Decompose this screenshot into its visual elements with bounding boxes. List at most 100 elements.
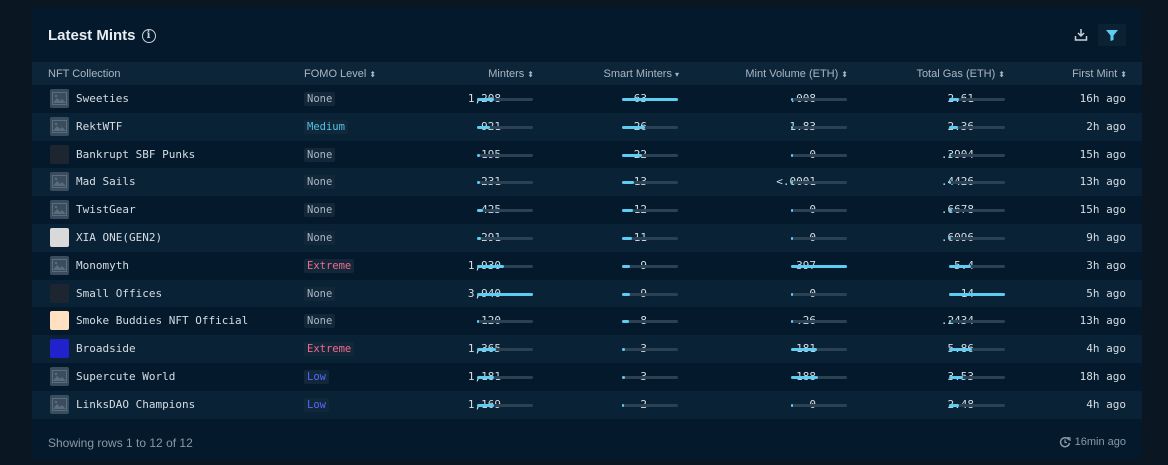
download-button[interactable] [1074, 28, 1088, 42]
smart-bar-fill [622, 264, 630, 268]
table-row[interactable]: Smoke Buddies NFT OfficialNone1208.26.24… [32, 307, 1142, 335]
fomo-badge: Extreme [304, 258, 355, 273]
fomo-badge: Low [304, 397, 329, 412]
fomo-badge: None [304, 175, 336, 190]
smart-bar [622, 292, 678, 296]
minters-bar-fill [477, 237, 482, 240]
collection-thumbnail [50, 228, 69, 247]
volume-bar [791, 292, 847, 296]
smart-bar [622, 98, 678, 101]
pagination-text: Showing rows 1 to 12 of 12 [48, 436, 193, 450]
fomo-badge: Extreme [304, 342, 355, 357]
gas-bar [949, 209, 1005, 213]
column-header-mint-volume[interactable]: Mint Volume (ETH) ⬍ [745, 68, 848, 80]
column-header-fomo[interactable]: FOMO Level ⬍ [304, 68, 376, 80]
table-row[interactable]: Mad SailsNone23113<.0001.442613h ago [32, 168, 1142, 197]
collection-name[interactable]: TwistGear [76, 203, 136, 217]
gas-bar [949, 181, 1005, 185]
gas-bar [949, 376, 1005, 379]
collection-name[interactable]: LinksDAO Champions [76, 397, 196, 411]
collection-name[interactable]: Bankrupt SBF Punks [76, 147, 196, 161]
smart-bar-fill [622, 181, 634, 185]
table-row[interactable]: LinksDAO ChampionsLow1,169202.484h ago [32, 390, 1142, 419]
collection-name[interactable]: Sweeties [76, 92, 129, 105]
first-mint-time: 18h ago [1079, 370, 1126, 383]
volume-bar-fill [791, 320, 793, 324]
volume-bar-fill [791, 348, 817, 352]
collection-name[interactable]: Broadside [76, 342, 136, 356]
collection-name[interactable]: XIA ONE(GEN2) [76, 231, 163, 244]
gas-bar [949, 403, 1005, 407]
column-header-first-mint[interactable]: First Mint ⬍ [1072, 68, 1127, 80]
volume-bar-fill [791, 181, 793, 185]
collection-name[interactable]: Mad Sails [76, 175, 136, 189]
smart-bar [622, 264, 678, 268]
table-row[interactable]: Small OfficesNone3,94090145h ago [32, 279, 1142, 308]
minters-bar-fill [477, 376, 494, 379]
minters-bar-fill [477, 209, 484, 213]
smart-bar-fill [622, 376, 625, 379]
minters-bar [477, 292, 533, 296]
table-header: NFT Collection FOMO Level ⬍ Minters ⬍ Smar… [32, 62, 1142, 85]
smart-bar [622, 376, 678, 379]
column-header-total-gas[interactable]: Total Gas (ETH) ⬍ [916, 68, 1005, 80]
volume-bar [791, 98, 847, 101]
info-icon[interactable]: i [141, 28, 156, 43]
minters-bar-fill [477, 292, 533, 296]
panel-title-text: Latest Mints [48, 27, 136, 44]
collection-name[interactable]: Monomyth [76, 258, 129, 272]
gas-bar-fill [949, 237, 952, 240]
table-row[interactable]: MonomythExtreme1,93093975.43h ago [32, 252, 1142, 280]
gas-bar-fill [949, 125, 959, 129]
gas-bar [949, 98, 1005, 101]
gas-bar [949, 153, 1005, 157]
minters-bar [477, 181, 533, 185]
image-placeholder-icon [50, 367, 69, 386]
collection-name[interactable]: Supercute World [76, 370, 176, 383]
column-label: First Mint [1072, 68, 1118, 80]
last-updated: 16min ago [1059, 436, 1126, 448]
image-placeholder-icon [50, 394, 69, 414]
volume-bar-fill [791, 403, 793, 407]
collection-name[interactable]: Smoke Buddies NFT Official [76, 314, 249, 328]
gas-bar-fill [949, 376, 964, 379]
first-mint-time: 5h ago [1086, 286, 1126, 300]
collection-thumbnail [50, 283, 69, 303]
table-row[interactable]: BroadsideExtreme1,36531815.864h ago [32, 335, 1142, 363]
column-header-minters[interactable]: Minters ⬍ [488, 68, 534, 80]
column-header-smart-minters[interactable]: Smart Minters ▾ [604, 68, 679, 80]
gas-bar-fill [949, 153, 951, 157]
smart-bar-fill [622, 125, 646, 129]
minters-bar [477, 209, 533, 213]
volume-bar [791, 181, 847, 185]
smart-bar [622, 403, 678, 407]
panel-title: Latest Mints i [48, 27, 156, 44]
minters-bar [477, 98, 533, 101]
table-row[interactable]: TwistGearNone425120.667815h ago [32, 196, 1142, 224]
first-mint-time: 4h ago [1086, 397, 1126, 411]
table-row[interactable]: XIA ONE(GEN2)None291110.60969h ago [32, 224, 1142, 252]
filter-button[interactable] [1098, 24, 1126, 46]
volume-bar [791, 153, 847, 157]
column-label: Smart Minters [603, 68, 672, 80]
minters-bar [477, 153, 533, 157]
download-icon [1074, 29, 1088, 41]
gas-bar-fill [949, 264, 971, 268]
smart-bar-fill [622, 320, 630, 324]
smart-bar [622, 348, 678, 352]
gas-bar [949, 237, 1005, 240]
table-row[interactable]: Bankrupt SBF PunksNone195220.390415h ago [32, 141, 1142, 169]
fomo-badge: Medium [304, 119, 348, 134]
minters-bar-fill [477, 348, 497, 352]
table-row[interactable]: RektWTFMedium921261.832.362h ago [32, 112, 1142, 141]
minters-bar-fill [477, 153, 480, 157]
last-updated-text: 16min ago [1074, 436, 1126, 448]
fomo-badge: None [304, 147, 336, 162]
collection-name[interactable]: RektWTF [76, 119, 123, 133]
volume-bar [791, 348, 847, 352]
gas-bar-fill [949, 98, 960, 101]
collection-name[interactable]: Small Offices [76, 286, 163, 300]
column-header-collection: NFT Collection [48, 68, 121, 80]
